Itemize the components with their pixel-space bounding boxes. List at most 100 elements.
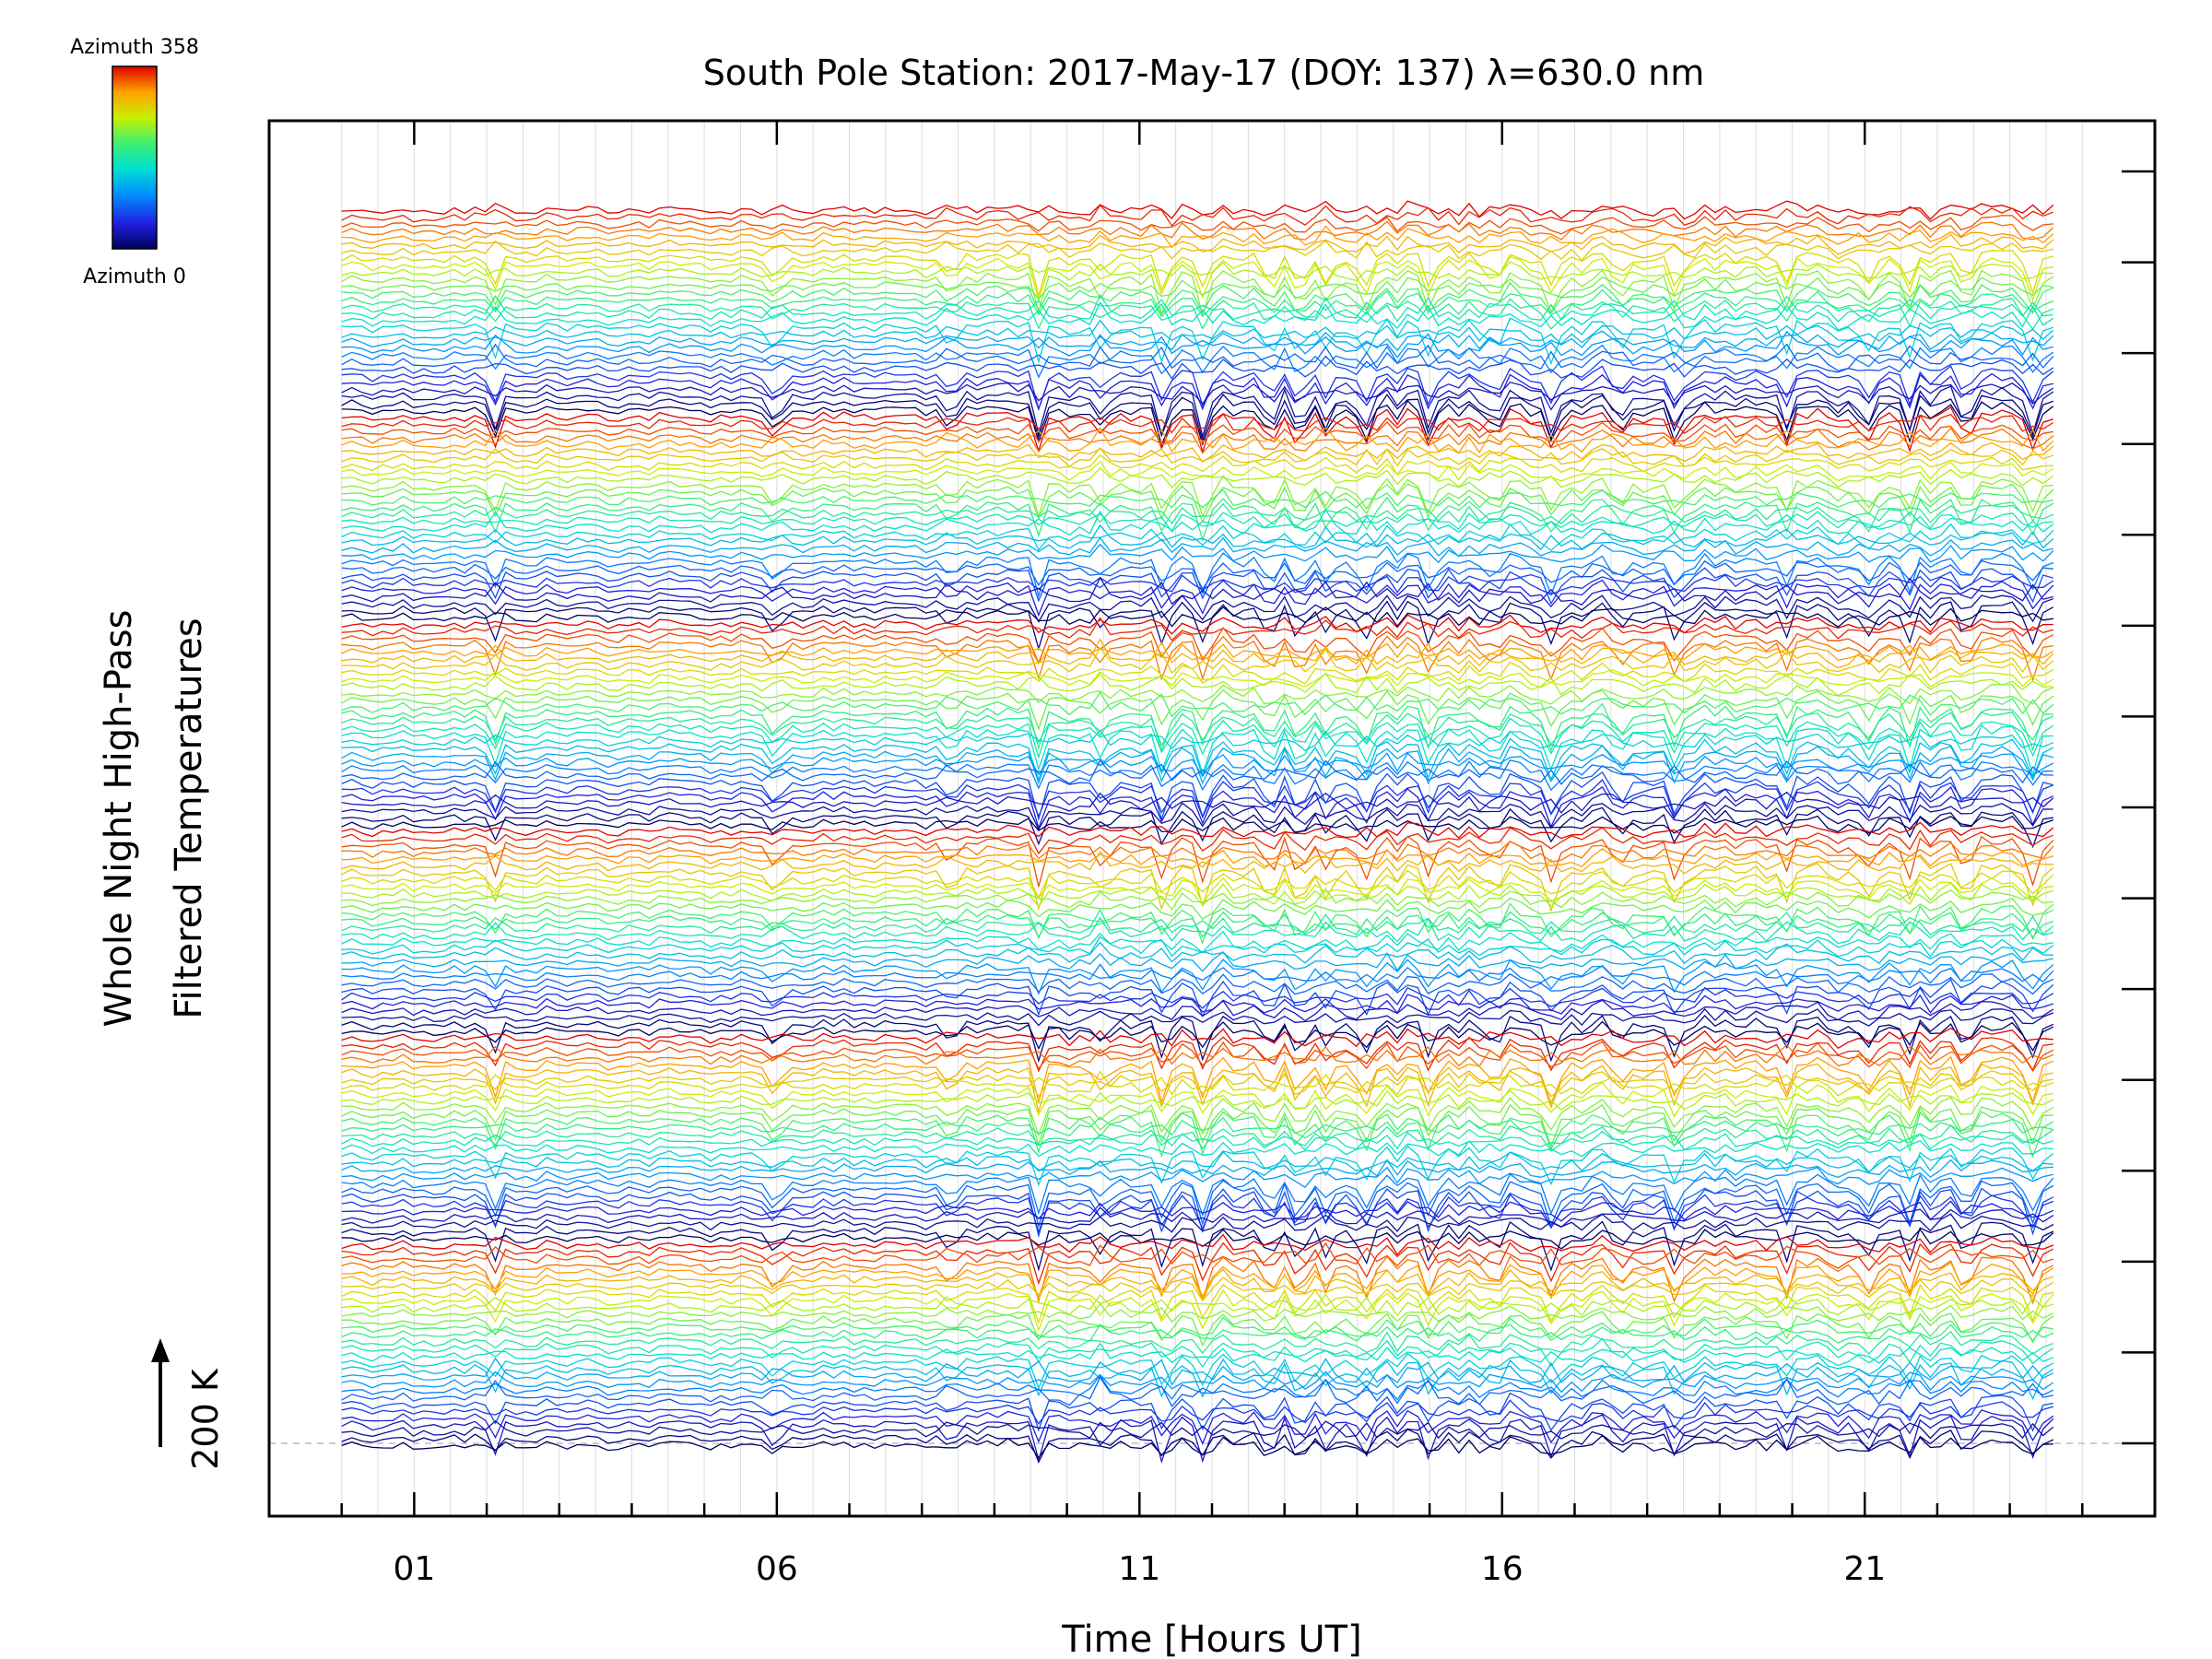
- series-line: [341, 1254, 2054, 1305]
- series-line: [341, 1007, 2054, 1027]
- series-line: [341, 1166, 2053, 1189]
- series-line: [341, 1409, 2054, 1445]
- series-line: [341, 1277, 2054, 1302]
- series-line: [341, 1342, 2054, 1367]
- series-line: [341, 543, 2054, 564]
- series-line: [341, 536, 2053, 558]
- series-line: [341, 717, 2054, 759]
- series-line: [341, 559, 2053, 591]
- series-line: [341, 869, 2054, 900]
- series-line: [341, 488, 2053, 509]
- series-line: [341, 576, 2053, 606]
- series-line: [341, 646, 2054, 675]
- series-line: [341, 888, 2053, 911]
- series-line: [341, 638, 2054, 669]
- series-line: [341, 973, 2054, 995]
- series-line: [341, 298, 2054, 331]
- series-line: [341, 1241, 2054, 1286]
- series-line: [341, 1020, 2054, 1052]
- series-line: [341, 240, 2053, 262]
- series-line: [341, 684, 2054, 705]
- scale-bar-label: 200 K: [185, 1368, 226, 1470]
- series-line: [341, 567, 2053, 606]
- series-line: [341, 1081, 2053, 1118]
- series-line: [341, 737, 2054, 782]
- series-line: [341, 355, 2054, 380]
- series-line: [341, 426, 2054, 454]
- series-line: [341, 614, 2053, 635]
- series-line: [341, 1055, 2054, 1106]
- series-line: [341, 1337, 2054, 1369]
- series-line: [341, 1414, 2054, 1465]
- series-line: [341, 319, 2054, 346]
- series-line: [341, 1187, 2054, 1239]
- series-line: [341, 1376, 2053, 1407]
- series-line: [341, 317, 2054, 366]
- series-line: [341, 877, 2053, 905]
- series-line: [341, 702, 2053, 753]
- series-line: [341, 1213, 2054, 1233]
- colorbar: [112, 65, 158, 250]
- series-line: [341, 523, 2054, 551]
- series-line: [341, 847, 2053, 868]
- series-line: [341, 600, 2054, 652]
- plot-frame: [267, 119, 2157, 1518]
- series-line: [341, 466, 2054, 488]
- series-line: [341, 672, 2053, 697]
- series-line: [341, 524, 2054, 551]
- series-line: [341, 841, 2054, 865]
- series-line: [341, 1159, 2053, 1179]
- series-line: [341, 1352, 2054, 1390]
- series-line: [341, 1044, 2054, 1067]
- series-line: [341, 269, 2054, 317]
- series-line: [341, 1103, 2053, 1148]
- series-line: [341, 908, 2054, 935]
- series-line: [341, 441, 2054, 464]
- series-line: [341, 950, 2053, 972]
- series-line: [341, 1116, 2053, 1139]
- series-line: [341, 802, 2053, 831]
- series-line: [341, 916, 2053, 945]
- series-line: [341, 233, 2054, 255]
- series-line: [341, 779, 2054, 819]
- series-line: [341, 759, 2053, 785]
- series-line: [341, 501, 2054, 525]
- series-line: [341, 1089, 2054, 1112]
- series-line: [341, 690, 2054, 718]
- series-line: [341, 689, 2054, 731]
- series-line: [341, 627, 2054, 665]
- series-line: [341, 330, 2053, 359]
- series-line: [341, 460, 2054, 482]
- x-tick-label: 01: [393, 1550, 435, 1588]
- series-line: [341, 935, 2054, 959]
- series-line: [341, 606, 2053, 629]
- series-line: [341, 1233, 2054, 1256]
- series-line: [341, 511, 2053, 532]
- axes: 01 06 11 16 21: [340, 121, 2155, 1588]
- series-line: [341, 1150, 2053, 1173]
- series-line: [341, 635, 2053, 682]
- series-line: [341, 1193, 2054, 1234]
- series-line: [341, 1357, 2054, 1386]
- series-line: [341, 1145, 2054, 1187]
- series-line: [341, 1070, 2054, 1097]
- series-line: [341, 1330, 2054, 1355]
- series-line: [341, 1311, 2054, 1347]
- series-line: [341, 1371, 2054, 1394]
- series-line: [341, 579, 2054, 618]
- series-line: [341, 999, 2054, 1022]
- series-line: [341, 552, 2054, 599]
- series-line: [341, 850, 2053, 875]
- series-line: [341, 835, 2054, 888]
- series-line: [341, 882, 2053, 908]
- series-line: [341, 250, 2053, 299]
- series-line: [341, 281, 2054, 316]
- series-line: [341, 661, 2054, 685]
- series-line: [341, 1419, 2054, 1440]
- series-line: [341, 1399, 2053, 1425]
- series-line: [341, 941, 2053, 965]
- series-line: [341, 752, 2054, 778]
- series-line: [341, 1434, 2053, 1459]
- series-line: [341, 1130, 2053, 1151]
